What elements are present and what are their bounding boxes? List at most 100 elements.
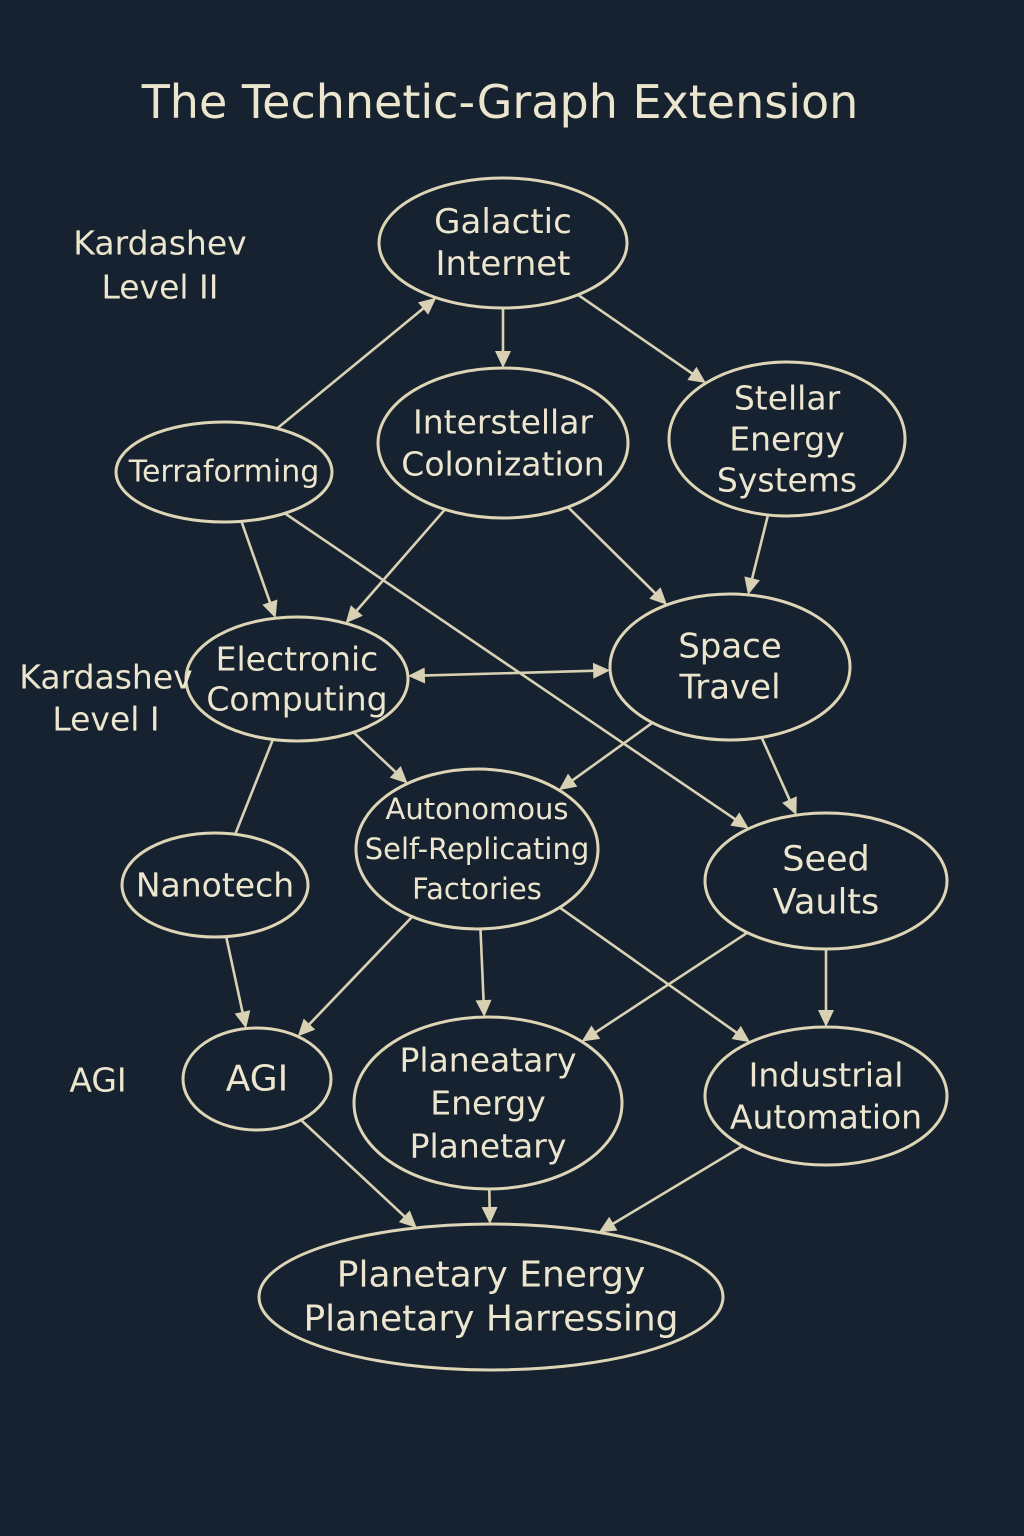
level-label-line: Kardashev [73,224,246,263]
edge-autonomous-factories-to-industrial-automation [558,906,751,1043]
node-label-line: Terraforming [128,455,320,490]
edge-seed-vaults-to-planetary-energy [581,931,749,1042]
arrowhead-end [818,1010,834,1027]
arrowhead-end [687,366,706,384]
edge-autonomous-factories-to-agi [297,915,414,1037]
arrowhead-end [649,587,668,605]
node-label-line: Internet [435,244,570,284]
edge-autonomous-factories-to-planetary-energy [475,928,492,1018]
edge-industrial-automation-to-planetary-harnessing [598,1144,744,1233]
level-label-line: Level II [101,268,218,307]
arrowhead-end [592,662,611,679]
node-label-line: Planetary Harressing [303,1299,678,1340]
edge-line [569,721,654,783]
arrowhead-end [558,773,578,791]
node-nanotech: Nanotech [120,831,310,939]
node-label-line: Industrial [749,1056,904,1095]
node-label-line: Colonization [401,445,604,484]
edge-terraforming-to-galactic-internet [276,297,437,430]
node-ellipse [352,1015,624,1191]
arrowhead-end [389,765,408,784]
node-label-line: Factories [412,872,542,906]
level-label-agi-level: AGI [69,1061,126,1100]
edge-interstellar-colonization-to-space-travel [567,506,668,605]
edge-stellar-energy-systems-to-space-travel [744,514,770,595]
edge-electronic-computing-to-autonomous-factories [352,731,408,784]
node-ellipse [608,592,852,742]
node-label-line: Galactic [434,202,572,242]
arrowhead-end [262,599,278,619]
node-label-line: Systems [717,461,857,500]
node-label-line: Nanotech [136,866,294,905]
node-ellipse [703,1025,949,1167]
level-label-line: AGI [69,1061,126,1100]
node-label-line: Planeatary [400,1041,577,1080]
arrowhead-end [475,999,492,1018]
edge-nanotech-to-agi [224,936,251,1029]
edge-line [577,293,696,377]
level-label-kardashev-2: Kardashev Level II [73,224,246,307]
node-ellipse [354,767,600,931]
edge-line [224,936,245,1016]
node-ellipse [703,811,949,951]
edge-galactic-internet-to-stellar-energy-systems [577,293,706,384]
node-autonomous-factories: Autonomous Self-Replicating Factories [354,767,600,931]
node-ellipse [181,1026,333,1132]
node-label-line: Planetary [410,1127,567,1166]
edge-line [352,731,399,775]
arrowhead-end [730,812,749,829]
node-terraforming: Terraforming [114,420,334,524]
node-label-line: Automation [730,1098,922,1137]
arrowhead-end [782,796,797,816]
diagram-title: The Technetic-Graph Extension [141,75,859,129]
edge-planetary-energy-to-planetary-harnessing [481,1188,498,1225]
edge-line [233,739,275,835]
node-label-line: Autonomous [386,792,569,826]
edge-line [760,736,792,803]
edge-line [284,512,739,822]
arrowhead-end [744,576,760,595]
edge-electronic-computing-to-space-travel [407,662,611,684]
edge-line [567,506,658,596]
edge-line [592,931,749,1035]
edge-space-travel-to-autonomous-factories [558,721,654,791]
edge-line [610,1144,744,1227]
edge-interstellar-colonization-to-electronic-computing [345,508,446,624]
edge-line [300,1119,408,1220]
arrowhead-end [345,605,363,624]
arrowhead-end [481,1206,498,1225]
node-planetary-energy: Planeatary Energy Planetary [352,1015,624,1191]
node-label-line: Planetary Energy [337,1255,646,1296]
edge-galactic-internet-to-interstellar-colonization [495,308,511,368]
node-label-line: Electronic [216,640,379,679]
node-label-line: Computing [206,680,387,719]
edge-space-travel-to-seed-vaults [760,736,797,816]
edge-terraforming-to-seed-vaults [284,512,749,829]
level-label-line: Kardashev [19,658,192,697]
node-label-line: Vaults [773,883,880,923]
node-label-line: Self-Replicating [365,832,590,866]
edge-line [306,915,414,1028]
node-ellipse [376,366,630,520]
node-label-line: Interstellar [413,403,593,442]
arrowhead-end [581,1025,601,1042]
edge-line [276,305,427,430]
edge-electronic-computing-to-nanotech [233,739,275,835]
node-label-line: Space [678,627,782,667]
edge-terraforming-to-electronic-computing [240,520,278,619]
node-label-line: Seed [782,840,870,880]
edge-agi-to-planetary-harnessing [300,1119,417,1228]
edge-line [421,669,597,677]
edge-line [750,514,770,582]
